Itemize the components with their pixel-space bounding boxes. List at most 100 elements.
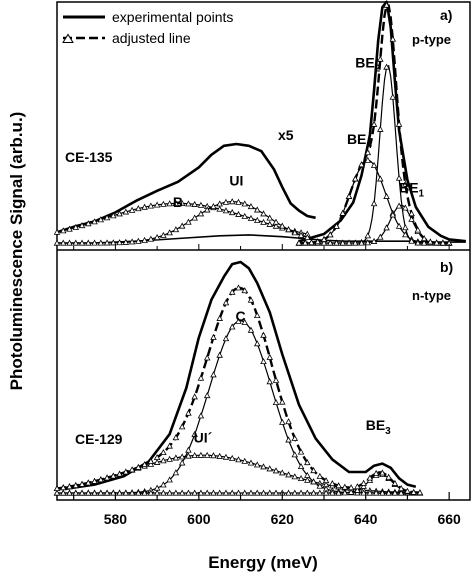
panel-b-adjustedline-marker (347, 484, 355, 491)
panel-b-be3-marker (354, 486, 361, 493)
panel-a-adjustedline-marker (320, 235, 328, 242)
panel-a-be4-marker (402, 231, 409, 238)
panel-b-be3-marker (235, 489, 242, 496)
panel-b-ui-marker (185, 452, 192, 459)
panel-a-b-marker (266, 220, 274, 227)
legend-triangle-marker (62, 33, 74, 43)
panel-a-be1-marker (352, 239, 359, 246)
panel-a-b-marker (116, 210, 123, 217)
panel-b-c-markers (53, 317, 424, 496)
panel-b-ui-marker (178, 453, 186, 460)
panel-b-be3-marker (285, 489, 292, 496)
panel-a-adjustedline-marker (433, 239, 440, 246)
panel-b-adjustedline-marker (260, 331, 267, 338)
panel-b-c-marker (253, 340, 261, 347)
panel-b-adjustedline-marker (266, 353, 274, 360)
panel-b-ui-marker (153, 458, 161, 465)
panel-b-be3-marker (53, 489, 61, 496)
panel-b-adjustedline-marker (172, 434, 180, 441)
panel-b-c-marker (222, 335, 230, 342)
panel-a-be1-marker (339, 239, 347, 246)
panel-a-ui-marker (85, 239, 92, 246)
panel-b-c-marker (260, 357, 267, 364)
panel-b-be3-marker (241, 489, 248, 496)
panel-b-ui-marker (147, 460, 155, 467)
panel-a-ui-marker (135, 237, 142, 244)
panel-b-ui-marker (260, 463, 267, 470)
panel-a-be1-marker (389, 211, 397, 218)
panel-b-adjustedline-marker (128, 466, 136, 473)
panel-b-be3-marker (166, 489, 173, 496)
panel-a-adjustedline-marker (295, 239, 303, 246)
panel-a-adjustedline-marker (377, 55, 384, 62)
panel-b-be3-marker (347, 488, 355, 495)
panel-a-be2-marker (402, 224, 409, 231)
panel-b-be3-marker (122, 489, 130, 496)
panel-a-be1-marker (358, 239, 365, 246)
panel-a-b-marker (110, 212, 117, 219)
panel-a-adjustedline-marker (420, 235, 428, 242)
panel-a-ui-marker (166, 229, 173, 236)
panel-a-ui-marker (153, 233, 161, 240)
panel-a-b-marker (241, 212, 248, 219)
panel-b-be3-marker (135, 489, 142, 496)
panel-a-be2-marker (420, 239, 428, 246)
panel-a-ui-marker (147, 235, 155, 242)
panel-a-ui-marker (304, 233, 311, 240)
panel-a-b-marker (85, 220, 92, 227)
panel-a-be1-marker (377, 233, 384, 240)
panel-a-b-marker (260, 218, 267, 225)
panel-b-adjustedline-marker (354, 483, 361, 490)
panel-a-b-marker (72, 223, 80, 230)
legend-adjusted-label: adjusted line (112, 30, 191, 46)
panel-b-adjustedline-marker (91, 477, 98, 484)
panel-b-type: n-type (412, 288, 451, 303)
panel-b-be3-marker (253, 489, 261, 496)
panel-b-be3-marker (297, 489, 305, 496)
x-tick-label: 600 (187, 511, 211, 527)
panel-b-adjustedline-marker (228, 288, 236, 295)
panel-b-c-marker (310, 478, 317, 485)
panel-b-c-marker (210, 371, 217, 378)
panel-a-b-marker (178, 200, 186, 207)
panel-a-adjustedline-marker (333, 222, 340, 229)
panel-b-adjustedline-marker (66, 483, 73, 490)
panel-a-ui-marker (266, 214, 274, 221)
panel-b-be3-marker (172, 489, 180, 496)
panel-b-adjustedline-marker (372, 469, 380, 476)
panel-b-be3-marker (72, 489, 80, 496)
panel-b-adjustedline-marker (341, 483, 349, 490)
panel-a-adjustedline-marker (395, 120, 403, 127)
x-tick-label: 620 (271, 511, 295, 527)
panel-a-ui-marker (172, 226, 180, 233)
panel-b-adjustedline-marker (191, 393, 198, 400)
panel-b-be3-marker (116, 489, 123, 496)
panel-a-b-marker (228, 209, 236, 216)
panel-b-adjustedline-markers (53, 284, 424, 496)
legend: experimental points adjusted line (62, 9, 233, 46)
panel-b-ui-marker (216, 452, 223, 459)
panel-a-be2-marker (389, 93, 397, 100)
panel-b-adjustedline-marker (222, 299, 230, 306)
panel-a-be1-marker (408, 215, 415, 222)
panel-a-ui-marker (285, 226, 292, 233)
panel-b-be3-marker (266, 489, 274, 496)
panel-a-ui-marker (203, 206, 211, 213)
panel-a-ui-marker (97, 239, 105, 246)
x-tick-label: 580 (104, 511, 128, 527)
panel-b-adjustedline-marker (247, 296, 255, 303)
panel-b-adjustedline-marker (316, 472, 324, 479)
panel-a-ui-marker (128, 238, 136, 245)
panel-b-be3-marker (360, 482, 367, 489)
panel-b-annotation: BE3 (366, 417, 391, 437)
panel-a-b-marker (166, 200, 173, 207)
panel-a-be2-marker (395, 174, 403, 181)
panel-b-be3-marker (141, 489, 148, 496)
panel-b-be3-marker (103, 489, 111, 496)
panel-b-ui-marker (222, 453, 230, 460)
panel-a-adjustedline-marker (314, 238, 322, 245)
panel-a-adjustedline-marker (389, 35, 397, 42)
panel-b-adjustedline-marker (178, 423, 186, 430)
panel-a-ui-marker (222, 198, 230, 205)
